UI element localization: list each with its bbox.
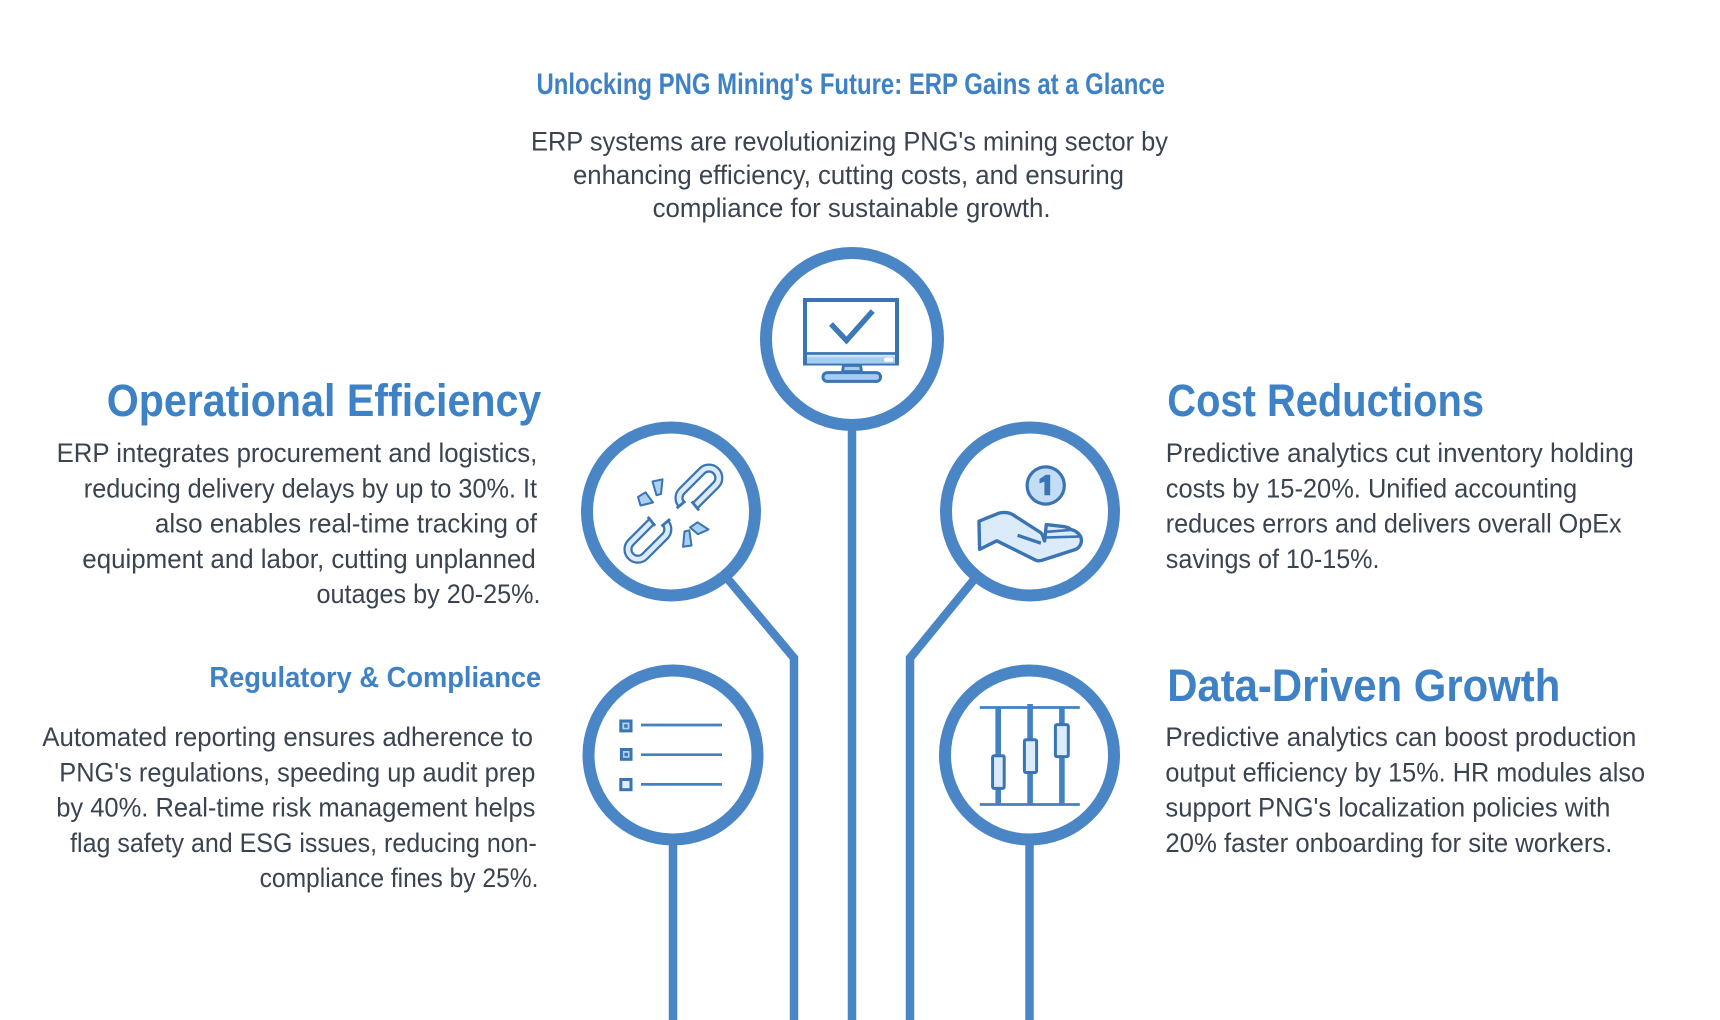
svg-text:savings of 10-15%.: savings of 10-15%. [1166,544,1380,574]
svg-text:Automated reporting ensures ad: Automated reporting ensures adherence to [42,722,533,752]
svg-text:Operational Efficiency: Operational Efficiency [107,375,542,426]
svg-text:outages by 20-25%.: outages by 20-25%. [317,579,541,609]
svg-text:Data-Driven Growth: Data-Driven Growth [1167,660,1560,711]
svg-text:Unlocking PNG Mining's Future:: Unlocking PNG Mining's Future: ERP Gains… [536,68,1165,101]
svg-text:20% faster onboarding for site: 20% faster onboarding for site workers. [1165,828,1612,858]
svg-text:also enables real-time trackin: also enables real-time tracking of [155,509,538,539]
svg-text:Predictive analytics can boost: Predictive analytics can boost productio… [1165,722,1636,752]
svg-text:equipment and labor, cutting u: equipment and labor, cutting unplanned [82,544,536,574]
svg-text:compliance fines by 25%.: compliance fines by 25%. [260,863,539,893]
svg-text:PNG's regulations, speeding up: PNG's regulations, speeding up audit pre… [59,757,535,787]
svg-text:Regulatory & Compliance: Regulatory & Compliance [209,662,541,694]
svg-text:reducing delivery delays by up: reducing delivery delays by up to 30%. I… [84,473,538,503]
svg-text:reduces errors and delivers ov: reduces errors and delivers overall OpEx [1166,509,1622,539]
svg-text:support PNG's localization pol: support PNG's localization policies with [1165,793,1610,823]
svg-text:output efficiency by 15%. HR m: output efficiency by 15%. HR modules als… [1165,757,1645,787]
svg-text:compliance for sustainable gro: compliance for sustainable growth. [653,193,1051,223]
svg-text:costs by 15-20%. Unified accou: costs by 15-20%. Unified accounting [1166,473,1577,503]
svg-text:ERP integrates procurement and: ERP integrates procurement and logistics… [57,438,538,468]
svg-text:ERP systems are revolutionizin: ERP systems are revolutionizing PNG's mi… [531,127,1168,157]
svg-text:flag safety and ESG issues, re: flag safety and ESG issues, reducing non… [70,828,537,858]
svg-text:by 40%. Real-time risk managem: by 40%. Real-time risk management helps [56,793,535,823]
svg-text:enhancing efficiency, cutting: enhancing efficiency, cutting costs, and… [573,160,1124,190]
svg-text:Cost Reductions: Cost Reductions [1167,375,1484,426]
svg-text:Predictive analytics cut inven: Predictive analytics cut inventory holdi… [1166,438,1634,468]
